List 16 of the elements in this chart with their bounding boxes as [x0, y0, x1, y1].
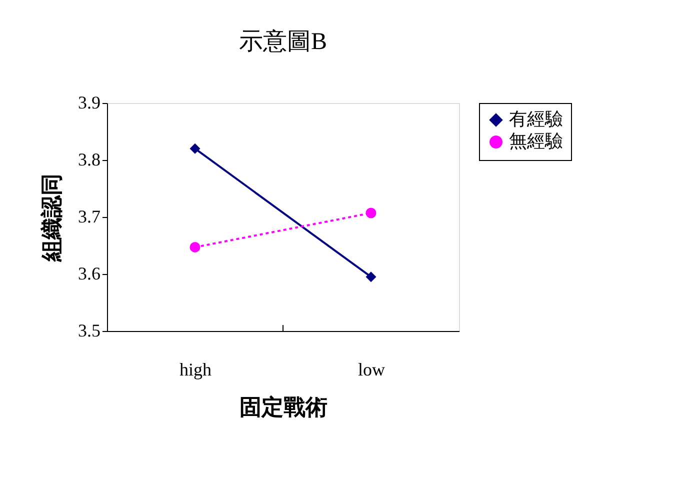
x-tick-label: low — [358, 360, 385, 380]
point — [366, 272, 376, 282]
point — [190, 242, 200, 252]
legend-label: 無經驗 — [509, 131, 563, 151]
chart-title: 示意圖B — [238, 29, 328, 55]
x-tick-label: high — [179, 360, 212, 380]
point — [366, 208, 376, 218]
y-axis-title: 組織認同 — [39, 174, 64, 262]
legend-label: 有經驗 — [509, 109, 563, 129]
y-tick-label: 3.6 — [78, 264, 100, 284]
y-tick-label: 3.7 — [78, 206, 100, 226]
y-tick-label: 3.9 — [78, 92, 100, 112]
y-tick-label: 3.8 — [78, 150, 100, 170]
y-tick-label: 3.5 — [78, 320, 100, 340]
x-axis-title: 固定戰術 — [240, 394, 328, 420]
point — [190, 143, 200, 154]
